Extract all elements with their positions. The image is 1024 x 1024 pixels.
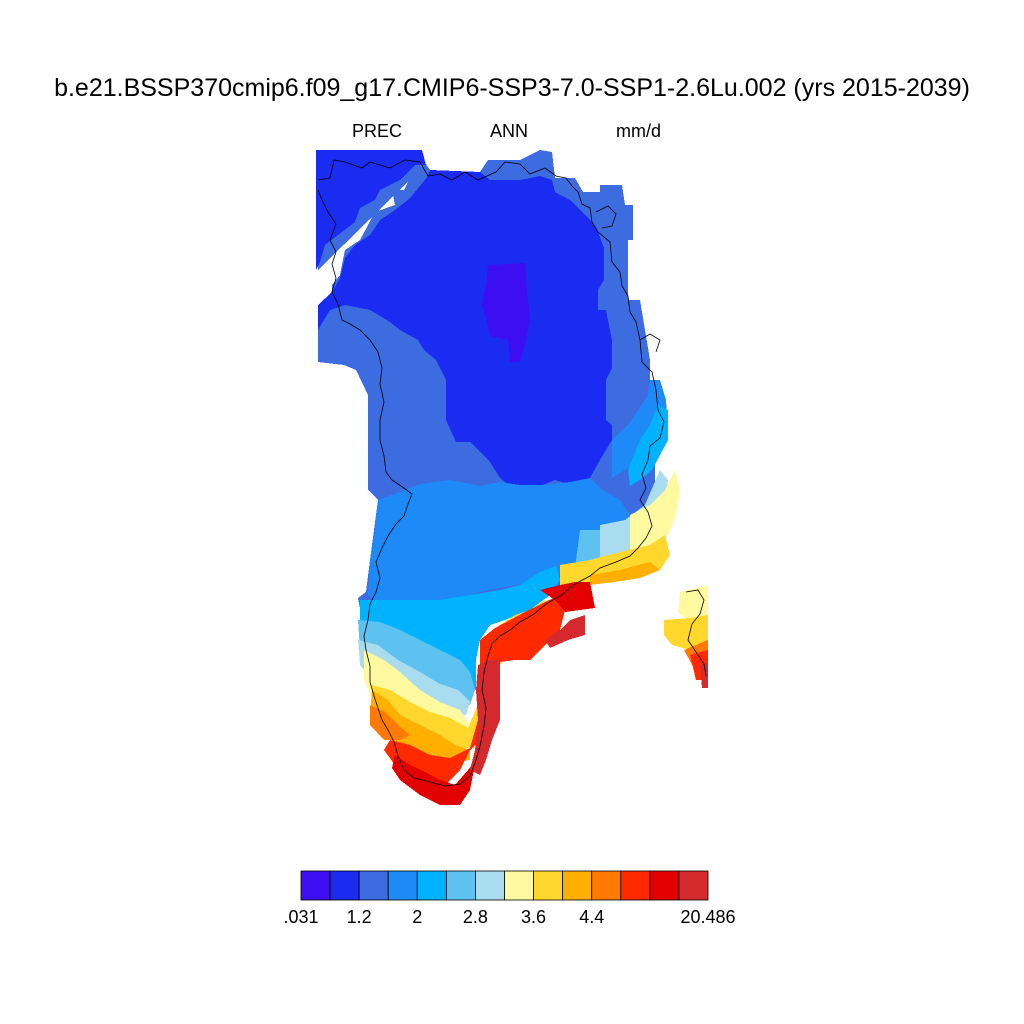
variable-label: PREC <box>352 121 403 141</box>
band-level-13-island <box>700 662 708 688</box>
colorbar-swatch <box>678 870 709 901</box>
band-level-6 <box>358 640 470 716</box>
band-level-13-east <box>545 615 585 648</box>
colorbar-swatch <box>387 870 418 901</box>
colorbar-swatch <box>504 870 534 901</box>
colorbar-tick-label: 20.486 <box>680 907 735 927</box>
colorbar-tick-label: 2 <box>412 907 422 927</box>
band-level-12-east <box>540 582 595 612</box>
colorbar-swatch <box>445 870 476 901</box>
band-level-7-east <box>630 470 680 552</box>
band-level-9 <box>370 690 470 762</box>
field-bands <box>316 150 708 805</box>
colorbar-tick-label: 2.8 <box>463 907 488 927</box>
units-label: mm/d <box>616 121 661 141</box>
band-level-1-interior <box>318 170 612 490</box>
band-level-1-nw <box>316 150 426 270</box>
colorbar-swatch <box>533 870 564 901</box>
colorbar-tick-label: 4.4 <box>579 907 604 927</box>
colorbar-swatch <box>562 870 593 901</box>
colorbar-swatch <box>475 870 505 901</box>
colorbar-swatch <box>416 870 447 901</box>
colorbar-swatch <box>358 870 389 901</box>
colorbar-swatch <box>649 870 680 901</box>
band-level-12 <box>392 755 476 805</box>
colorbar-swatch <box>300 870 331 901</box>
map-title: b.e21.BSSP370cmip6.f09_g17.CMIP6-SSP3-7.… <box>54 74 970 102</box>
colorbar-swatch <box>620 870 651 901</box>
band-level-8-island <box>664 615 708 650</box>
band-level-3-east <box>612 380 668 478</box>
season-label: ANN <box>490 121 529 141</box>
band-level-3 <box>368 478 650 604</box>
colorbar-tick-label: 3.6 <box>521 907 546 927</box>
colorbar-swatch <box>591 870 622 901</box>
colorbar-tick-label: 1.2 <box>347 907 372 927</box>
colorbar-swatch <box>329 870 360 901</box>
band-level-11 <box>384 595 565 790</box>
band-level-9-east <box>590 562 660 585</box>
band-level-4-east <box>628 405 668 486</box>
band-level-0-core <box>482 263 530 362</box>
coastline <box>317 159 707 787</box>
band-level-7 <box>364 650 470 735</box>
colorbar-tick-label: .031 <box>283 907 318 927</box>
